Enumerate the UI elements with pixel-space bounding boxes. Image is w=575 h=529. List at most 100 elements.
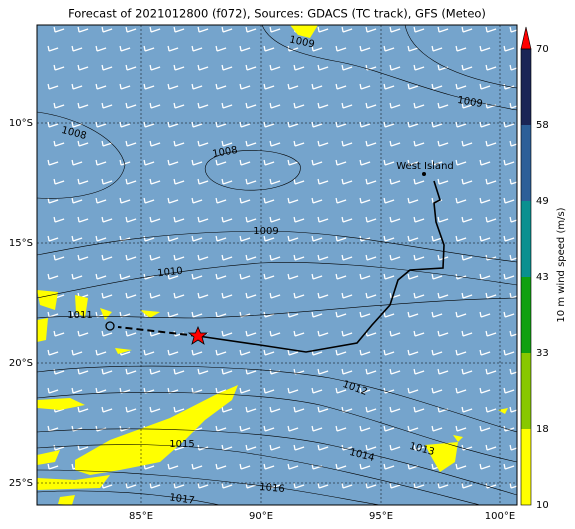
wind-barb [455,83,467,90]
wind-barb [287,387,299,394]
wind-barb [287,121,299,128]
wind-barb [263,463,275,470]
wind-barb [317,216,329,223]
wind-barb [239,197,251,204]
wind-barb [509,330,517,337]
wind-barb [197,140,209,147]
wind-barb [71,387,83,394]
wind-barb [245,102,257,109]
wind-barb [47,235,59,242]
wind-barb [359,45,371,52]
wind-barb [341,102,353,109]
map-frame [36,24,518,506]
wind-barb [101,292,113,299]
colorbar-label: 10 m wind speed (m/s) [556,207,567,322]
wind-barb [413,292,425,299]
colorbar-tick-label: 18 [536,424,549,435]
wind-barb [77,368,89,375]
wind-barb [191,349,203,356]
wind-barb [215,425,227,432]
wind-barb [119,197,131,204]
wind-barb [341,64,353,71]
wind-barb [239,273,251,280]
wind-barb [77,216,89,223]
wind-barb [383,349,395,356]
wind-barb [245,254,257,261]
wind-barb [485,444,497,451]
wind-barb [365,140,377,147]
wind-barb [509,140,517,147]
wind-barb [365,368,377,375]
lat-tick-label: 15°S [9,238,33,249]
wind-barb [413,254,425,261]
wind-barb [101,368,113,375]
wind-barb [455,463,467,470]
wind-barb [413,330,425,337]
wind-barb [485,26,497,33]
wind-barb [461,292,473,299]
wind-barbs [47,26,517,489]
wind-barb [509,102,517,109]
contour-label: 1009 [253,226,278,237]
place-label: West Island [396,161,454,172]
wind-barb [479,197,491,204]
wind-barb [197,102,209,109]
wind-barb [317,64,329,71]
wind-barb [269,330,281,337]
wind-barb [167,45,179,52]
wind-barb [413,178,425,185]
place-marker [422,172,426,176]
contour-label: 1008 [212,145,239,160]
wind-barb [269,254,281,261]
wind-barb [173,482,185,489]
colorbar: 10 18 33 43 49 58 70 10 m wind speed (m/… [520,26,567,511]
wind-barb [365,444,377,451]
wind-barb [407,463,419,470]
wind-barb [215,45,227,52]
strong-wind-areas [37,25,508,505]
wind-barb [293,444,305,451]
wind-barb [263,349,275,356]
wind-barb [125,330,137,337]
wind-barb [173,216,185,223]
wind-barb [191,235,203,242]
wind-barb [359,121,371,128]
wind-barb [173,368,185,375]
wind-barb [485,292,497,299]
wind-barb [509,292,517,299]
wind-barb [215,83,227,90]
wind-barb [149,140,161,147]
wind-barb [461,330,473,337]
wind-barb [77,26,89,33]
wind-barb [197,368,209,375]
wind-barb [47,83,59,90]
wind-barb [263,425,275,432]
wind-barb [53,254,65,261]
wind-barb [335,83,347,90]
wind-barb [311,121,323,128]
wind-barb [431,311,443,318]
wind-barb [239,159,251,166]
wind-barb [53,140,65,147]
wind-barb [143,121,155,128]
lat-tick-label: 20°S [9,358,33,369]
wind-barb [221,482,233,489]
wind-barb [71,197,83,204]
wind-barb [287,235,299,242]
wind-barb [263,159,275,166]
wind-barb [215,463,227,470]
wind-barb [437,26,449,33]
wind-barb [509,444,517,451]
wind-barb [167,121,179,128]
wind-barb [215,121,227,128]
wind-barb [221,64,233,71]
wind-barb [311,197,323,204]
wind-barb [101,178,113,185]
wind-barb [335,197,347,204]
wind-barb [77,254,89,261]
wind-barb [359,311,371,318]
wind-barb [455,387,467,394]
wind-barb [485,406,497,413]
wind-barb [263,83,275,90]
lat-tick-label: 10°S [9,118,33,129]
